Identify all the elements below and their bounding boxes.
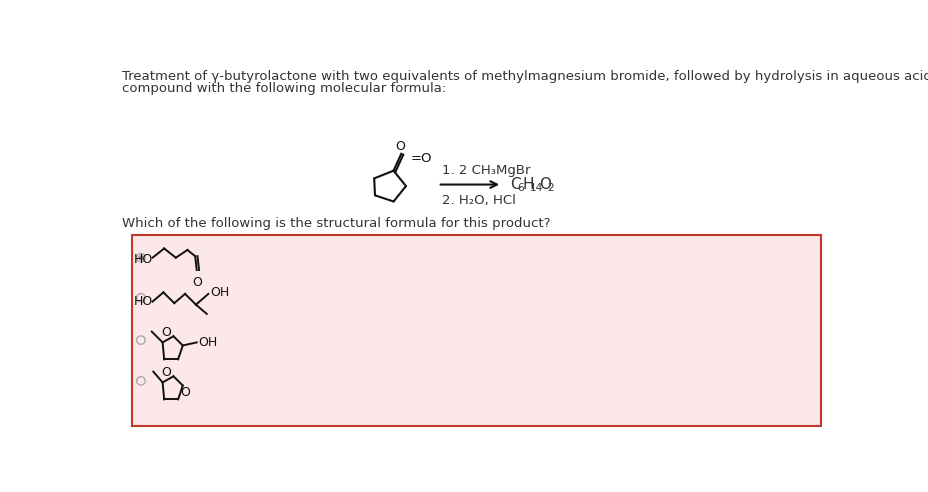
Text: O: O [538,177,550,192]
Text: 14: 14 [529,183,543,193]
Text: =O: =O [410,152,432,165]
Text: 2: 2 [547,183,553,193]
Text: Which of the following is the structural formula for this product?: Which of the following is the structural… [122,217,550,230]
Text: OH: OH [210,286,229,299]
Text: C: C [509,177,520,192]
Text: 1. 2 CH₃MgBr: 1. 2 CH₃MgBr [441,164,530,177]
Text: HO: HO [133,295,152,308]
Text: HO: HO [133,253,152,266]
Text: O: O [191,276,201,289]
Text: 6: 6 [516,183,522,193]
Text: 2. H₂O, HCl: 2. H₂O, HCl [441,194,515,207]
Text: O: O [161,326,171,339]
Text: O: O [180,386,190,399]
Text: compound with the following molecular formula:: compound with the following molecular fo… [122,82,446,95]
Text: O: O [394,140,405,154]
Text: Treatment of γ-butyrolactone with two equivalents of methylmagnesium bromide, fo: Treatment of γ-butyrolactone with two eq… [122,70,928,83]
Text: H: H [522,177,534,192]
Text: O: O [161,366,171,379]
FancyBboxPatch shape [132,235,820,426]
Circle shape [139,256,143,260]
Text: OH: OH [198,336,217,349]
